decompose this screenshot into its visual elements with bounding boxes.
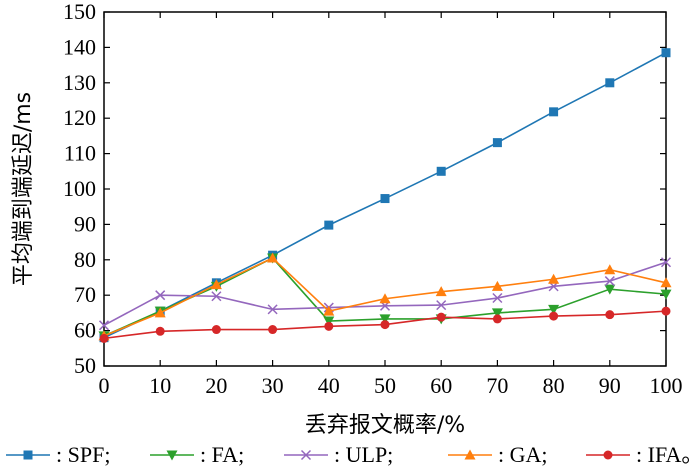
x-tick-label: 30 xyxy=(262,373,284,398)
legend-entry-fa: : FA; xyxy=(150,442,244,467)
legend-label-ulp: : ULP; xyxy=(334,442,393,467)
data-point-spf xyxy=(492,138,502,148)
legend-marker-ulp xyxy=(300,449,312,461)
data-point-ulp xyxy=(211,291,222,302)
x-tick-label: 20 xyxy=(205,373,227,398)
data-point-ulp xyxy=(267,304,278,315)
data-point-ifa xyxy=(380,320,390,330)
y-axis: 50 60 70 80 90 100 110 120 130 140 150 xyxy=(63,0,666,378)
legend-marker-spf xyxy=(23,450,33,460)
data-point-spf xyxy=(380,194,390,204)
data-point-ulp xyxy=(492,293,503,304)
data-point-ifa xyxy=(661,306,671,316)
data-point-spf xyxy=(324,220,334,230)
y-tick-label: 110 xyxy=(64,141,96,166)
data-point-ifa xyxy=(436,312,446,322)
x-tick-label: 80 xyxy=(543,373,565,398)
data-point-ga xyxy=(604,264,616,275)
data-point-ifa xyxy=(99,333,109,343)
data-point-fa xyxy=(379,314,391,325)
x-tick-label: 70 xyxy=(486,373,508,398)
data-point-ifa xyxy=(492,314,502,324)
y-tick-label: 120 xyxy=(63,105,96,130)
data-point-ifa xyxy=(605,310,615,320)
legend-label-spf: : SPF; xyxy=(56,442,110,467)
data-point-fa xyxy=(323,316,335,327)
data-point-ulp xyxy=(155,290,166,301)
data-point-ga xyxy=(660,277,672,288)
data-point-spf xyxy=(605,78,615,88)
legend-entry-spf: : SPF; xyxy=(6,442,110,467)
data-point-ulp xyxy=(660,257,672,268)
data-point-fa xyxy=(548,304,560,315)
y-tick-label: 70 xyxy=(74,282,96,307)
y-tick-label: 50 xyxy=(74,353,96,378)
data-point-ifa xyxy=(211,325,221,335)
data-point-ifa xyxy=(155,326,165,336)
legend-label-ga: : GA; xyxy=(498,442,548,467)
x-tick-label: 40 xyxy=(318,373,340,398)
data-point-spf xyxy=(436,166,446,176)
data-point-fa xyxy=(660,289,672,300)
x-tick-label: 10 xyxy=(149,373,171,398)
data-point-ga xyxy=(491,280,503,291)
y-tick-label: 80 xyxy=(74,247,96,272)
data-point-ga xyxy=(267,252,279,263)
x-tick-label: 0 xyxy=(99,373,110,398)
data-point-ifa xyxy=(549,311,559,321)
x-axis-label: 丢弃报文概率/% xyxy=(305,413,465,438)
legend-marker-ifa xyxy=(603,450,613,460)
y-tick-label: 90 xyxy=(74,211,96,236)
y-tick-label: 150 xyxy=(63,0,96,24)
data-point-ulp xyxy=(436,300,447,311)
data-point-spf xyxy=(661,48,671,58)
legend-marker-fa xyxy=(166,450,178,461)
data-point-ga xyxy=(379,293,391,304)
y-axis-label: 平均端到端延迟/ms xyxy=(11,92,36,286)
data-point-ga xyxy=(154,307,166,318)
data-point-ga xyxy=(210,279,222,290)
series-ifa xyxy=(99,306,671,343)
data-point-ulp xyxy=(98,320,110,331)
legend: : SPF; : FA; : ULP; : GA; : IFA。 xyxy=(6,442,700,467)
y-tick-label: 100 xyxy=(63,176,96,201)
legend-entry-ga: : GA; xyxy=(448,442,548,467)
legend-marker-ga xyxy=(464,449,476,460)
data-point-ga xyxy=(548,273,560,284)
data-point-ga xyxy=(435,286,447,297)
series-layer xyxy=(98,48,672,343)
x-tick-label: 90 xyxy=(599,373,621,398)
data-point-fa xyxy=(604,284,616,295)
x-tick-label: 50 xyxy=(374,373,396,398)
x-tick-label: 60 xyxy=(430,373,452,398)
data-point-ifa xyxy=(324,321,334,331)
x-tick-label: 100 xyxy=(650,373,683,398)
y-tick-label: 130 xyxy=(63,70,96,95)
legend-label-ifa: : IFA。 xyxy=(636,442,700,467)
plot-area xyxy=(103,11,667,367)
y-tick-label: 60 xyxy=(74,318,96,343)
series-ga xyxy=(98,252,672,341)
data-point-ifa xyxy=(268,325,278,335)
x-axis: 0 10 20 30 40 50 60 70 80 90 100 xyxy=(99,12,683,398)
data-point-ga xyxy=(323,305,335,316)
legend-entry-ulp: : ULP; xyxy=(284,442,393,467)
plot-border xyxy=(103,11,667,367)
legend-label-fa: : FA; xyxy=(200,442,244,467)
data-point-fa xyxy=(491,308,503,319)
y-tick-label: 140 xyxy=(63,34,96,59)
legend-entry-ifa: : IFA。 xyxy=(586,442,700,467)
data-point-ulp xyxy=(604,276,615,287)
data-point-spf xyxy=(549,107,559,117)
